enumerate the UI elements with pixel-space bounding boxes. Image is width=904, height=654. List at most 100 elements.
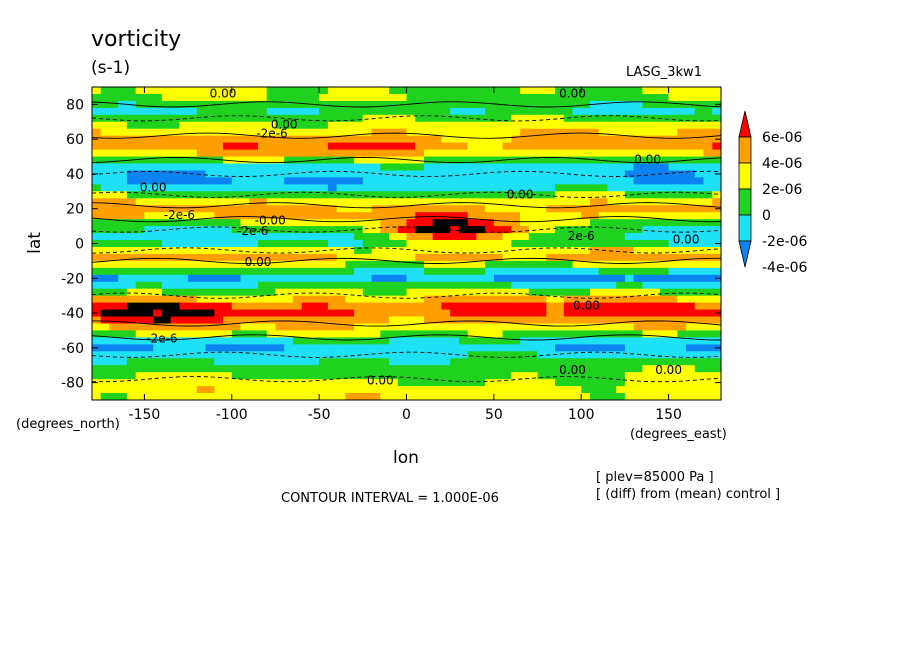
field-cell: [651, 337, 661, 345]
field-cell: [686, 372, 696, 380]
field-cell: [659, 191, 670, 199]
field-cell: [668, 253, 678, 262]
field-cell: [616, 344, 626, 352]
field-cell: [467, 344, 477, 352]
field-cell: [458, 184, 469, 192]
field-cell: [275, 309, 285, 318]
field-cell: [450, 281, 460, 290]
field-cell: [249, 260, 259, 269]
field-cell: [598, 170, 608, 179]
field-cell: [196, 212, 207, 220]
field-cell: [581, 135, 591, 144]
field-cell: [677, 114, 687, 123]
field-cell: [546, 358, 556, 366]
field-cell: [144, 260, 154, 269]
field-cell: [686, 142, 696, 151]
field-cell: [223, 386, 233, 394]
field-cell: [354, 358, 364, 366]
field-cell: [581, 212, 591, 220]
field-cell: [319, 309, 329, 318]
field-cell: [397, 330, 408, 338]
field-cell: [205, 107, 215, 116]
field-cell: [231, 177, 242, 185]
field-cell: [616, 205, 626, 213]
field-cell: [633, 344, 643, 352]
field-cell: [450, 226, 460, 234]
field-cell: [668, 351, 678, 359]
field-cell: [310, 94, 320, 102]
field-cell: [572, 135, 582, 144]
field-cell: [354, 177, 364, 185]
field-cell: [686, 309, 696, 318]
field-cell: [266, 219, 276, 227]
field-cell: [624, 177, 635, 185]
field-cell: [476, 121, 486, 130]
field-cell: [659, 330, 670, 338]
field-cell: [354, 142, 364, 151]
field-cell: [397, 94, 408, 102]
field-cell: [231, 100, 242, 109]
field-cell: [144, 219, 154, 227]
field-cell: [249, 212, 259, 220]
field-cell: [118, 358, 128, 366]
field-cell: [467, 267, 477, 276]
field-cell: [450, 309, 460, 318]
y-tick-label: 20: [66, 202, 84, 218]
field-cell: [266, 295, 276, 304]
field-cell: [100, 247, 110, 255]
field-cell: [223, 253, 233, 262]
field-cell: [196, 393, 207, 400]
field-cell: [362, 233, 373, 241]
field-cell: [118, 337, 128, 345]
field-cell: [546, 260, 556, 269]
field-cell: [214, 198, 224, 206]
field-cell: [109, 323, 119, 332]
field-cell: [310, 358, 320, 366]
field-cell: [563, 191, 574, 199]
field-cell: [249, 163, 259, 172]
field-cell: [520, 267, 530, 276]
field-cell: [397, 114, 408, 123]
field-cell: [651, 128, 661, 137]
field-cell: [240, 267, 250, 276]
field-cell: [555, 156, 565, 165]
field-cell: [109, 253, 119, 262]
field-cell: [275, 170, 285, 179]
field-cell: [406, 107, 416, 116]
field-cell: [214, 184, 224, 192]
field-cell: [214, 372, 224, 380]
field-cell: [546, 386, 556, 394]
field-cell: [450, 393, 460, 400]
field-cell: [624, 107, 635, 116]
field-cell: [485, 121, 495, 130]
field-cell: [651, 253, 661, 262]
field-cell: [511, 344, 521, 352]
field-cell: [668, 240, 678, 248]
field-cell: [223, 267, 233, 276]
field-cell: [135, 351, 145, 359]
field-cell: [389, 94, 399, 102]
field-cell: [135, 191, 145, 199]
field-cell: [581, 142, 591, 151]
field-cell: [694, 177, 705, 185]
field-cell: [205, 344, 215, 352]
field-cell: [397, 205, 408, 213]
field-cell: [633, 177, 643, 185]
field-cell: [389, 233, 399, 241]
field-cell: [537, 198, 547, 206]
field-cell: [345, 337, 355, 345]
field-cell: [135, 94, 145, 102]
field-cell: [240, 121, 250, 130]
field-cell: [511, 128, 521, 137]
field-cell: [371, 302, 381, 311]
field-cell: [616, 247, 626, 255]
field-cell: [703, 386, 713, 394]
field-cell: [703, 205, 713, 213]
field-cell: [642, 386, 652, 394]
field-cell: [458, 288, 469, 297]
field-cell: [135, 184, 145, 192]
field-cell: [458, 177, 469, 185]
field-cell: [336, 156, 346, 165]
field-cell: [476, 281, 486, 290]
field-cell: [126, 135, 137, 144]
